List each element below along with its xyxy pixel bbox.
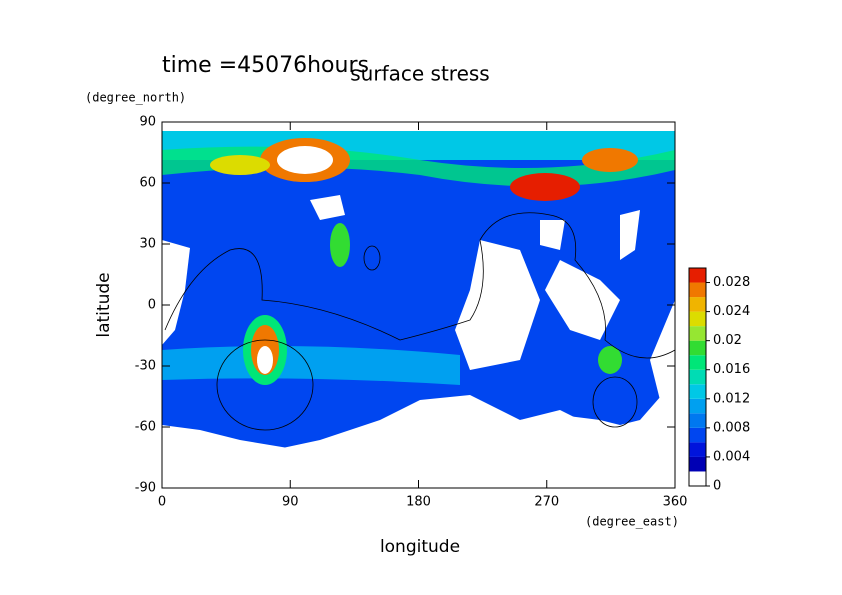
x-tick-label: 360 [663, 495, 688, 510]
colorbar-frame [688, 267, 707, 487]
colorbar-tick-label: 0.012 [713, 391, 750, 406]
y-axis-label: latitude [94, 272, 114, 337]
field [162, 131, 675, 488]
colorbar-bin [689, 398, 706, 414]
chart-title: surface stress [350, 62, 489, 86]
y-unit: (degree_north) [85, 91, 186, 105]
colorbar-bin [689, 369, 706, 385]
colorbar-tick-label: 0.02 [713, 333, 742, 348]
y-tick-label: -90 [135, 481, 156, 496]
colorbar-bin [689, 311, 706, 327]
y-tick-label: 30 [139, 237, 156, 252]
x-tick-label: 270 [534, 495, 559, 510]
colorbar-tick-label: 0.008 [713, 420, 750, 435]
y-tick-label: 0 [148, 298, 156, 313]
x-tick-label: 180 [406, 495, 431, 510]
colorbar-bin [689, 282, 706, 298]
colorbar-tick-label: 0.004 [713, 449, 750, 464]
y-tick-label: 60 [139, 176, 156, 191]
y-tick-label: -30 [135, 359, 156, 374]
colorbar-bin [689, 355, 706, 370]
colorbar-bin [689, 340, 706, 356]
colorbar-bin [689, 413, 706, 428]
colorbar-bin [689, 297, 706, 312]
colorbar-tick-label: 0.028 [713, 275, 750, 290]
y-tick-label: 90 [139, 115, 156, 130]
x-unit: (degree_east) [585, 515, 679, 529]
colorbar-bin [689, 427, 706, 443]
y-tick-label: -60 [135, 420, 156, 435]
colorbar-bin [689, 326, 706, 341]
colorbar-bin [689, 268, 706, 283]
x-tick-label: 0 [158, 495, 166, 510]
x-tick-label: 90 [282, 495, 299, 510]
colorbar-bin [689, 456, 706, 472]
chart-subtitle: time =45076hours [162, 53, 369, 78]
colorbar-tick-label: 0.016 [713, 362, 750, 377]
colorbar-tick-label: 0 [713, 479, 721, 494]
colorbar-tick-label: 0.024 [713, 304, 750, 319]
colorbar-bin [689, 471, 706, 486]
colorbar-bin [689, 442, 706, 457]
x-axis-label: longitude [380, 537, 460, 557]
colorbar-bin [689, 384, 706, 399]
